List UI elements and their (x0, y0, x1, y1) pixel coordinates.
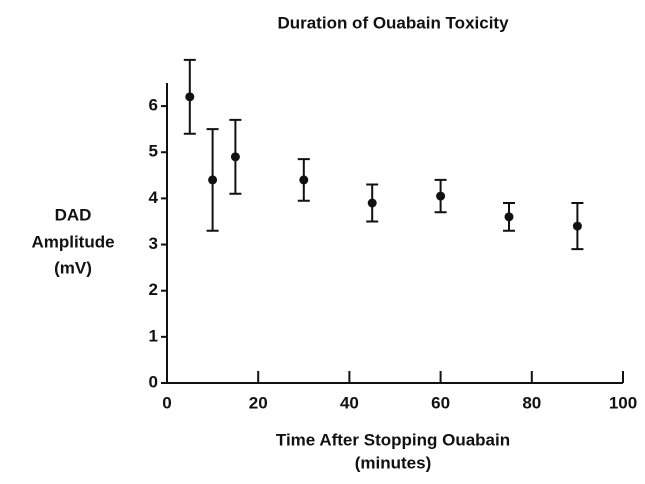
y-tick-label: 5 (149, 142, 158, 161)
x-tick-label: 60 (431, 393, 450, 412)
y-axis-label: (mV) (54, 258, 92, 277)
x-axis-label: Time After Stopping Ouabain (276, 430, 510, 449)
data-point (185, 92, 195, 102)
y-tick-label: 0 (149, 372, 158, 391)
x-tick-label: 0 (162, 393, 171, 412)
y-tick-label: 4 (149, 188, 159, 207)
x-axis-label: (minutes) (355, 453, 432, 472)
y-axis-label: DAD (55, 205, 92, 224)
y-tick-label: 2 (149, 280, 158, 299)
chart-title: Duration of Ouabain Toxicity (277, 13, 509, 32)
y-tick-label: 1 (149, 326, 158, 345)
data-point (208, 175, 218, 185)
y-tick-label: 3 (149, 234, 158, 253)
x-tick-label: 80 (522, 393, 541, 412)
y-tick-label: 6 (149, 96, 158, 115)
data-point (572, 221, 582, 231)
x-tick-label: 20 (249, 393, 268, 412)
y-axis-label: Amplitude (31, 232, 114, 251)
data-point (436, 191, 446, 201)
data-point (299, 175, 309, 185)
x-tick-label: 100 (609, 393, 637, 412)
data-point (230, 152, 240, 162)
data-point (367, 198, 377, 208)
x-tick-label: 40 (340, 393, 359, 412)
data-point (504, 212, 514, 222)
